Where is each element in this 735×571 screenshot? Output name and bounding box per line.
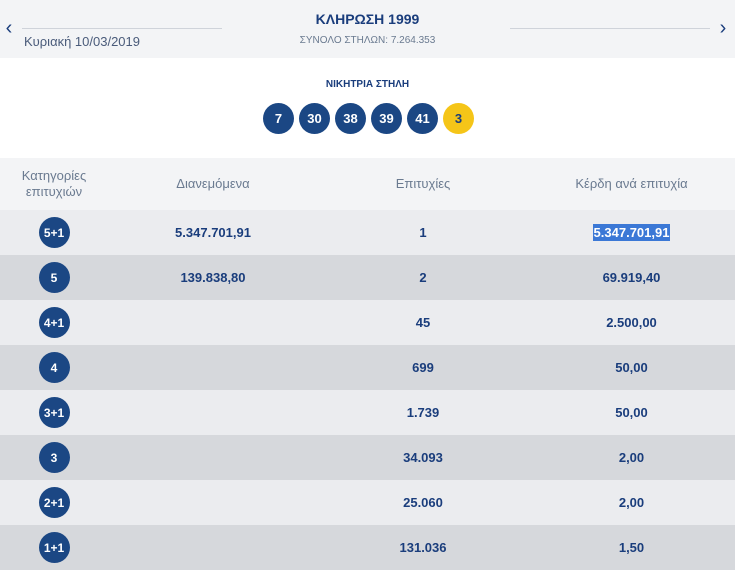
joker-number-ball: 3 <box>443 103 474 134</box>
header-divider-left <box>22 28 222 29</box>
winning-number-ball: 41 <box>407 103 438 134</box>
winners-cell: 1 <box>419 225 427 240</box>
header-distributed: Διανεμόμενα <box>176 176 250 191</box>
category-badge: 5+1 <box>38 217 70 248</box>
prize-cell: 50,00 <box>615 405 648 420</box>
winners-cell: 1.739 <box>406 405 440 420</box>
prize-cell: 2,00 <box>618 450 645 465</box>
draw-date: Κυριακή 10/03/2019 <box>24 34 140 49</box>
category-cell: 3+1 <box>0 390 108 435</box>
distributed-cell: 5.347.701,91 <box>175 225 251 240</box>
category-badge: 2+1 <box>38 487 70 518</box>
category-cell: 4 <box>0 345 108 390</box>
table-row: 5+1 5.347.701,91 1 5.347.701,91 <box>0 210 735 255</box>
winning-numbers: 7 30 38 39 41 3 <box>263 103 474 134</box>
table-row: 4 699 50,00 <box>0 345 735 390</box>
prize-cell: 50,00 <box>615 360 648 375</box>
category-cell: 3 <box>0 435 108 480</box>
next-draw-chevron-right-icon[interactable]: › <box>719 17 727 39</box>
winning-number-ball: 7 <box>263 103 294 134</box>
header-winners: Επιτυχίες <box>395 176 451 191</box>
winning-number-ball: 30 <box>299 103 330 134</box>
winners-cell: 2 <box>419 270 427 285</box>
category-badge: 3 <box>38 442 70 473</box>
distributed-cell <box>108 345 318 390</box>
results-table-header: Κατηγορίες επιτυχιών Διανεμόμενα Επιτυχί… <box>0 158 735 210</box>
prize-cell: 69.919,40 <box>602 270 661 285</box>
prize-cell: 5.347.701,91 <box>528 210 735 255</box>
table-row: 5 139.838,80 2 69.919,40 <box>0 255 735 300</box>
category-cell: 2+1 <box>0 480 108 525</box>
prize-cell: 2,00 <box>618 495 645 510</box>
category-badge: 4 <box>38 352 70 383</box>
winners-cell: 45 <box>415 315 431 330</box>
distributed-cell <box>108 480 318 525</box>
header-divider-right <box>510 28 710 29</box>
winning-column-label: ΝΙΚΗΤΡΙΑ ΣΤΗΛΗ <box>325 79 410 90</box>
winners-cell: 34.093 <box>403 450 443 465</box>
table-row: 1+1 131.036 1,50 <box>0 525 735 570</box>
category-cell: 5 <box>0 255 108 300</box>
header-prize: Κέρδη ανά επιτυχία <box>575 176 688 191</box>
category-cell: 1+1 <box>0 525 108 570</box>
distributed-cell <box>108 390 318 435</box>
distributed-cell <box>108 435 318 480</box>
category-badge: 5 <box>38 262 70 293</box>
header-category: Κατηγορίες επιτυχιών <box>21 168 87 199</box>
category-cell: 5+1 <box>0 210 108 255</box>
category-badge: 1+1 <box>38 532 70 563</box>
table-row: 3+1 1.739 50,00 <box>0 390 735 435</box>
winners-cell: 699 <box>412 360 434 375</box>
distributed-cell <box>108 525 318 570</box>
draw-title: ΚΛΗΡΩΣΗ 1999 <box>315 11 420 27</box>
category-cell: 4+1 <box>0 300 108 345</box>
results-table-body: 5+1 5.347.701,91 1 5.347.701,91 5 139.83… <box>0 210 735 570</box>
prize-value-selected[interactable]: 5.347.701,91 <box>592 224 671 241</box>
winners-cell: 131.036 <box>399 540 447 555</box>
prev-draw-chevron-left-icon[interactable]: ‹ <box>5 17 13 39</box>
distributed-cell: 139.838,80 <box>180 270 246 285</box>
distributed-cell <box>108 300 318 345</box>
winning-number-ball: 39 <box>371 103 402 134</box>
category-badge: 3+1 <box>38 397 70 428</box>
table-row: 2+1 25.060 2,00 <box>0 480 735 525</box>
winners-cell: 25.060 <box>403 495 443 510</box>
draw-header: ‹ Κυριακή 10/03/2019 ΚΛΗΡΩΣΗ 1999 ΣΥΝΟΛΟ… <box>0 0 735 58</box>
category-badge: 4+1 <box>38 307 70 338</box>
table-row: 4+1 45 2.500,00 <box>0 300 735 345</box>
prize-cell: 1,50 <box>618 540 645 555</box>
table-row: 3 34.093 2,00 <box>0 435 735 480</box>
winning-number-ball: 38 <box>335 103 366 134</box>
prize-cell: 2.500,00 <box>606 315 657 330</box>
total-columns: ΣΥΝΟΛΟ ΣΤΗΛΩΝ: 7.264.353 <box>299 35 436 46</box>
